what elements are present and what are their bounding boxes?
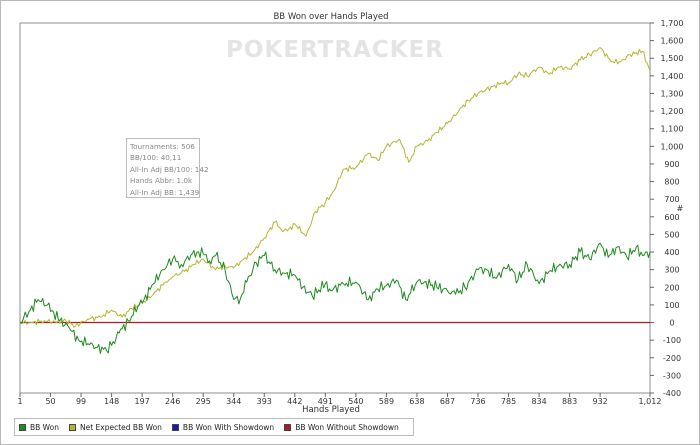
stat-bb-per-100: BB/100: 40,11	[130, 153, 182, 163]
x-tick-label: 491	[318, 397, 333, 406]
y-tick-label: 1,700	[661, 19, 684, 28]
x-tick-label: 1	[17, 397, 22, 406]
series-layer	[19, 47, 651, 354]
legend-swatch	[69, 423, 76, 431]
y-tick-label: 700	[664, 195, 679, 204]
y-tick-label: -200	[663, 354, 681, 363]
plot-area	[19, 22, 651, 394]
y-tick-label: 1,600	[661, 37, 684, 46]
y-tick-label: 600	[664, 213, 679, 222]
y-tick-label: 100	[664, 301, 679, 310]
y-tick-label: 1,000	[661, 142, 684, 151]
x-tick-label: 638	[409, 397, 424, 406]
legend-label: BB Won	[30, 422, 59, 432]
legend-item-bb-won-without-showdown[interactable]: BB Won Without Showdown	[284, 423, 399, 432]
legend-label: BB Won Without Showdown	[295, 422, 399, 432]
x-tick-label: 785	[501, 397, 516, 406]
y-tick-label: 1,400	[661, 72, 684, 81]
chart-title: BB Won over Hands Played	[273, 12, 388, 22]
y-tick-label: 900	[664, 160, 679, 169]
y-tick-label: 1,200	[661, 107, 684, 116]
y-tick-label: 800	[664, 178, 679, 187]
x-tick-label: 246	[165, 397, 180, 406]
y-tick-label: 400	[664, 248, 679, 257]
legend-label: Net Expected BB Won	[80, 422, 162, 432]
series-line-bb-won	[19, 242, 651, 354]
legend: BB Won Net Expected BB Won BB Won With S…	[14, 418, 414, 436]
stat-allin-adj-bb: All-In Adj BB: 1,439	[130, 187, 200, 197]
y-tick-label: -300	[663, 371, 681, 380]
y-tick-label: 1,100	[661, 125, 684, 134]
x-tick-label: 540	[348, 397, 363, 406]
legend-item-net-expected-bb-won[interactable]: Net Expected BB Won	[69, 423, 162, 432]
x-tick-label: 932	[593, 397, 608, 406]
y-axis: -400 -300 -200 -100 0 100 200 300 400 500 600 700 80…	[650, 19, 683, 398]
y-tick-label: -400	[663, 389, 681, 398]
y-tick-label: 0	[669, 319, 674, 328]
stat-tournaments: Tournaments: 506	[130, 142, 195, 151]
y-tick-label: 1,500	[661, 54, 684, 63]
y-tick-label: 300	[664, 266, 679, 275]
x-tick-label: 589	[379, 397, 394, 406]
x-tick-label: 295	[196, 397, 211, 406]
x-tick-label: 197	[134, 397, 149, 406]
legend-label: BB Won With Showdown	[182, 422, 275, 432]
x-tick-label: 834	[531, 397, 546, 406]
stats-box: Tournaments: 506 BB/100: 40,11 All-In Ad…	[126, 138, 209, 198]
x-tick-label: 1,012	[639, 397, 662, 406]
x-axis-label: Hands Played	[302, 405, 360, 415]
y-tick-label: 200	[664, 283, 679, 292]
x-tick-label: 50	[45, 397, 55, 406]
legend-swatch	[171, 423, 179, 431]
x-tick-label: 736	[470, 397, 485, 406]
legend-item-bb-won[interactable]: BB Won	[19, 423, 59, 432]
watermark: POKERTRACKER	[226, 37, 444, 63]
x-tick-label: 393	[257, 397, 272, 406]
y-tick-label: -100	[663, 336, 681, 345]
plot-border	[19, 22, 651, 394]
x-tick-label: 442	[287, 397, 302, 406]
legend-item-bb-won-with-showdown[interactable]: BB Won With Showdown	[171, 422, 275, 432]
legend-swatch	[284, 423, 292, 431]
legend-swatch	[19, 423, 26, 431]
stat-hands: Hands Abbr: 1.0k	[130, 176, 193, 186]
y-tick-label: 500	[664, 230, 679, 239]
x-tick-label: 344	[226, 397, 241, 406]
y-tick-label: 1,300	[661, 89, 684, 98]
stat-allin-adj-bb-per-100: All-In Adj BB/100: 142	[130, 164, 209, 174]
x-tick-label: 148	[104, 397, 119, 406]
x-axis: 1 50 99 148 197 246 295 344 393 442 491 540 589 638 68…	[17, 393, 661, 406]
x-tick-label: 687	[440, 397, 455, 406]
x-tick-label: 99	[76, 397, 86, 406]
series-line-net-expected-bb-won	[19, 47, 651, 328]
y-axis-label: #	[677, 204, 684, 213]
x-tick-label: 883	[562, 397, 577, 406]
